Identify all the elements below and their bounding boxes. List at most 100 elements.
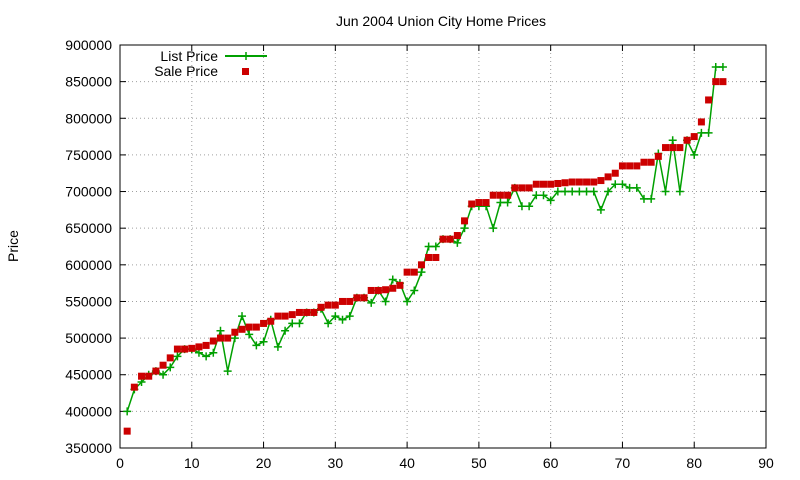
axis-ticks: 0 10 20 30 40 50 60 70 80 90 350000 400000 450000 500… — [65, 37, 774, 471]
list-price-point — [553, 187, 562, 196]
x-tick-label: 80 — [686, 455, 702, 471]
list-price-point — [367, 298, 376, 307]
list-price-point — [209, 348, 218, 357]
sale-price-point — [446, 235, 454, 243]
y-tick-label: 850000 — [65, 74, 112, 90]
sale-price-point — [561, 179, 569, 187]
sale-price-point — [202, 341, 210, 349]
sale-price-point — [331, 301, 339, 309]
list-price-point — [489, 224, 498, 233]
sale-price-point — [339, 297, 347, 305]
x-tick-label: 50 — [471, 455, 487, 471]
list-price-point — [223, 367, 232, 376]
sale-price-point — [662, 144, 670, 152]
y-tick-label: 800000 — [65, 110, 112, 126]
list-price-point — [216, 326, 225, 335]
list-price-point — [647, 194, 656, 203]
list-price-point — [345, 312, 354, 321]
sale-price-point — [123, 427, 131, 435]
sale-price-point — [468, 200, 476, 208]
sale-price-point — [310, 308, 318, 316]
list-price-point — [417, 268, 426, 277]
list-price-point — [561, 187, 570, 196]
list-price-point — [252, 341, 261, 350]
list-price-point — [388, 275, 397, 284]
sale-price-point — [461, 217, 469, 225]
list-price-point — [460, 224, 469, 233]
sale-price-point — [346, 297, 354, 305]
list-price-point — [711, 62, 720, 71]
list-price-point — [173, 352, 182, 361]
sale-price-point — [525, 184, 533, 192]
sale-price-point — [475, 199, 483, 207]
sale-price-point — [719, 78, 727, 86]
x-tick-label: 0 — [116, 455, 124, 471]
list-price-point — [202, 352, 211, 361]
sale-price-point — [274, 312, 282, 320]
list-price-point — [618, 180, 627, 189]
sale-price-point — [532, 180, 540, 188]
y-tick-label: 500000 — [65, 330, 112, 346]
sale-price-point — [303, 308, 311, 316]
sale-price-point — [181, 345, 189, 353]
y-tick-label: 600000 — [65, 257, 112, 273]
list-price-point — [532, 191, 541, 200]
sale-price-point — [159, 361, 167, 369]
x-tick-label: 90 — [758, 455, 774, 471]
list-price-point — [546, 196, 555, 205]
sale-price-point — [389, 284, 397, 292]
list-price-point — [589, 187, 598, 196]
list-price-point — [625, 183, 634, 192]
list-price-point — [632, 183, 641, 192]
sale-price-point — [382, 286, 390, 294]
list-price-point — [431, 242, 440, 251]
sale-price-point — [518, 184, 526, 192]
sale-price-point — [453, 232, 461, 240]
y-tick-label: 450000 — [65, 367, 112, 383]
list-price-point — [611, 180, 620, 189]
list-price-point — [338, 315, 347, 324]
list-price-point — [503, 198, 512, 207]
sale-price-point — [195, 343, 203, 351]
sale-price-point — [396, 281, 404, 289]
sale-price-point — [417, 261, 425, 269]
list-price-point — [690, 150, 699, 159]
sale-price-point — [353, 294, 361, 302]
sale-price-point — [496, 191, 504, 199]
y-tick-label: 650000 — [65, 220, 112, 236]
series-layer — [123, 62, 727, 435]
sale-price-point — [238, 325, 246, 333]
sale-price-point — [209, 337, 217, 345]
sale-price-point — [705, 96, 713, 104]
sale-price-point — [697, 118, 705, 126]
sale-price-point — [683, 136, 691, 144]
list-price-point — [697, 128, 706, 137]
sale-price-point — [489, 191, 497, 199]
list-price-point — [159, 370, 168, 379]
list-price-point — [245, 330, 254, 339]
sale-price-point — [295, 308, 303, 316]
sale-price-point — [439, 235, 447, 243]
list-price-point — [424, 242, 433, 251]
sale-price-point — [539, 180, 547, 188]
legend-label-sale-price: Sale Price — [154, 63, 218, 79]
list-price-point — [259, 337, 268, 346]
legend: List Price Sale Price — [154, 48, 267, 79]
list-price-point — [596, 205, 605, 214]
list-price-point — [718, 62, 727, 71]
x-tick-label: 30 — [328, 455, 344, 471]
sale-price-point — [260, 319, 268, 327]
list-price-point — [410, 286, 419, 295]
sale-price-point — [173, 345, 181, 353]
list-price-point — [288, 319, 297, 328]
sale-price-point — [367, 286, 375, 294]
sale-price-point — [231, 328, 239, 336]
sale-price-point — [626, 162, 634, 170]
sale-price-point — [633, 162, 641, 170]
list-price-point — [604, 187, 613, 196]
list-price-point — [568, 187, 577, 196]
legend-label-list-price: List Price — [160, 48, 218, 64]
sale-price-point — [317, 303, 325, 311]
sale-price-point — [590, 178, 598, 186]
